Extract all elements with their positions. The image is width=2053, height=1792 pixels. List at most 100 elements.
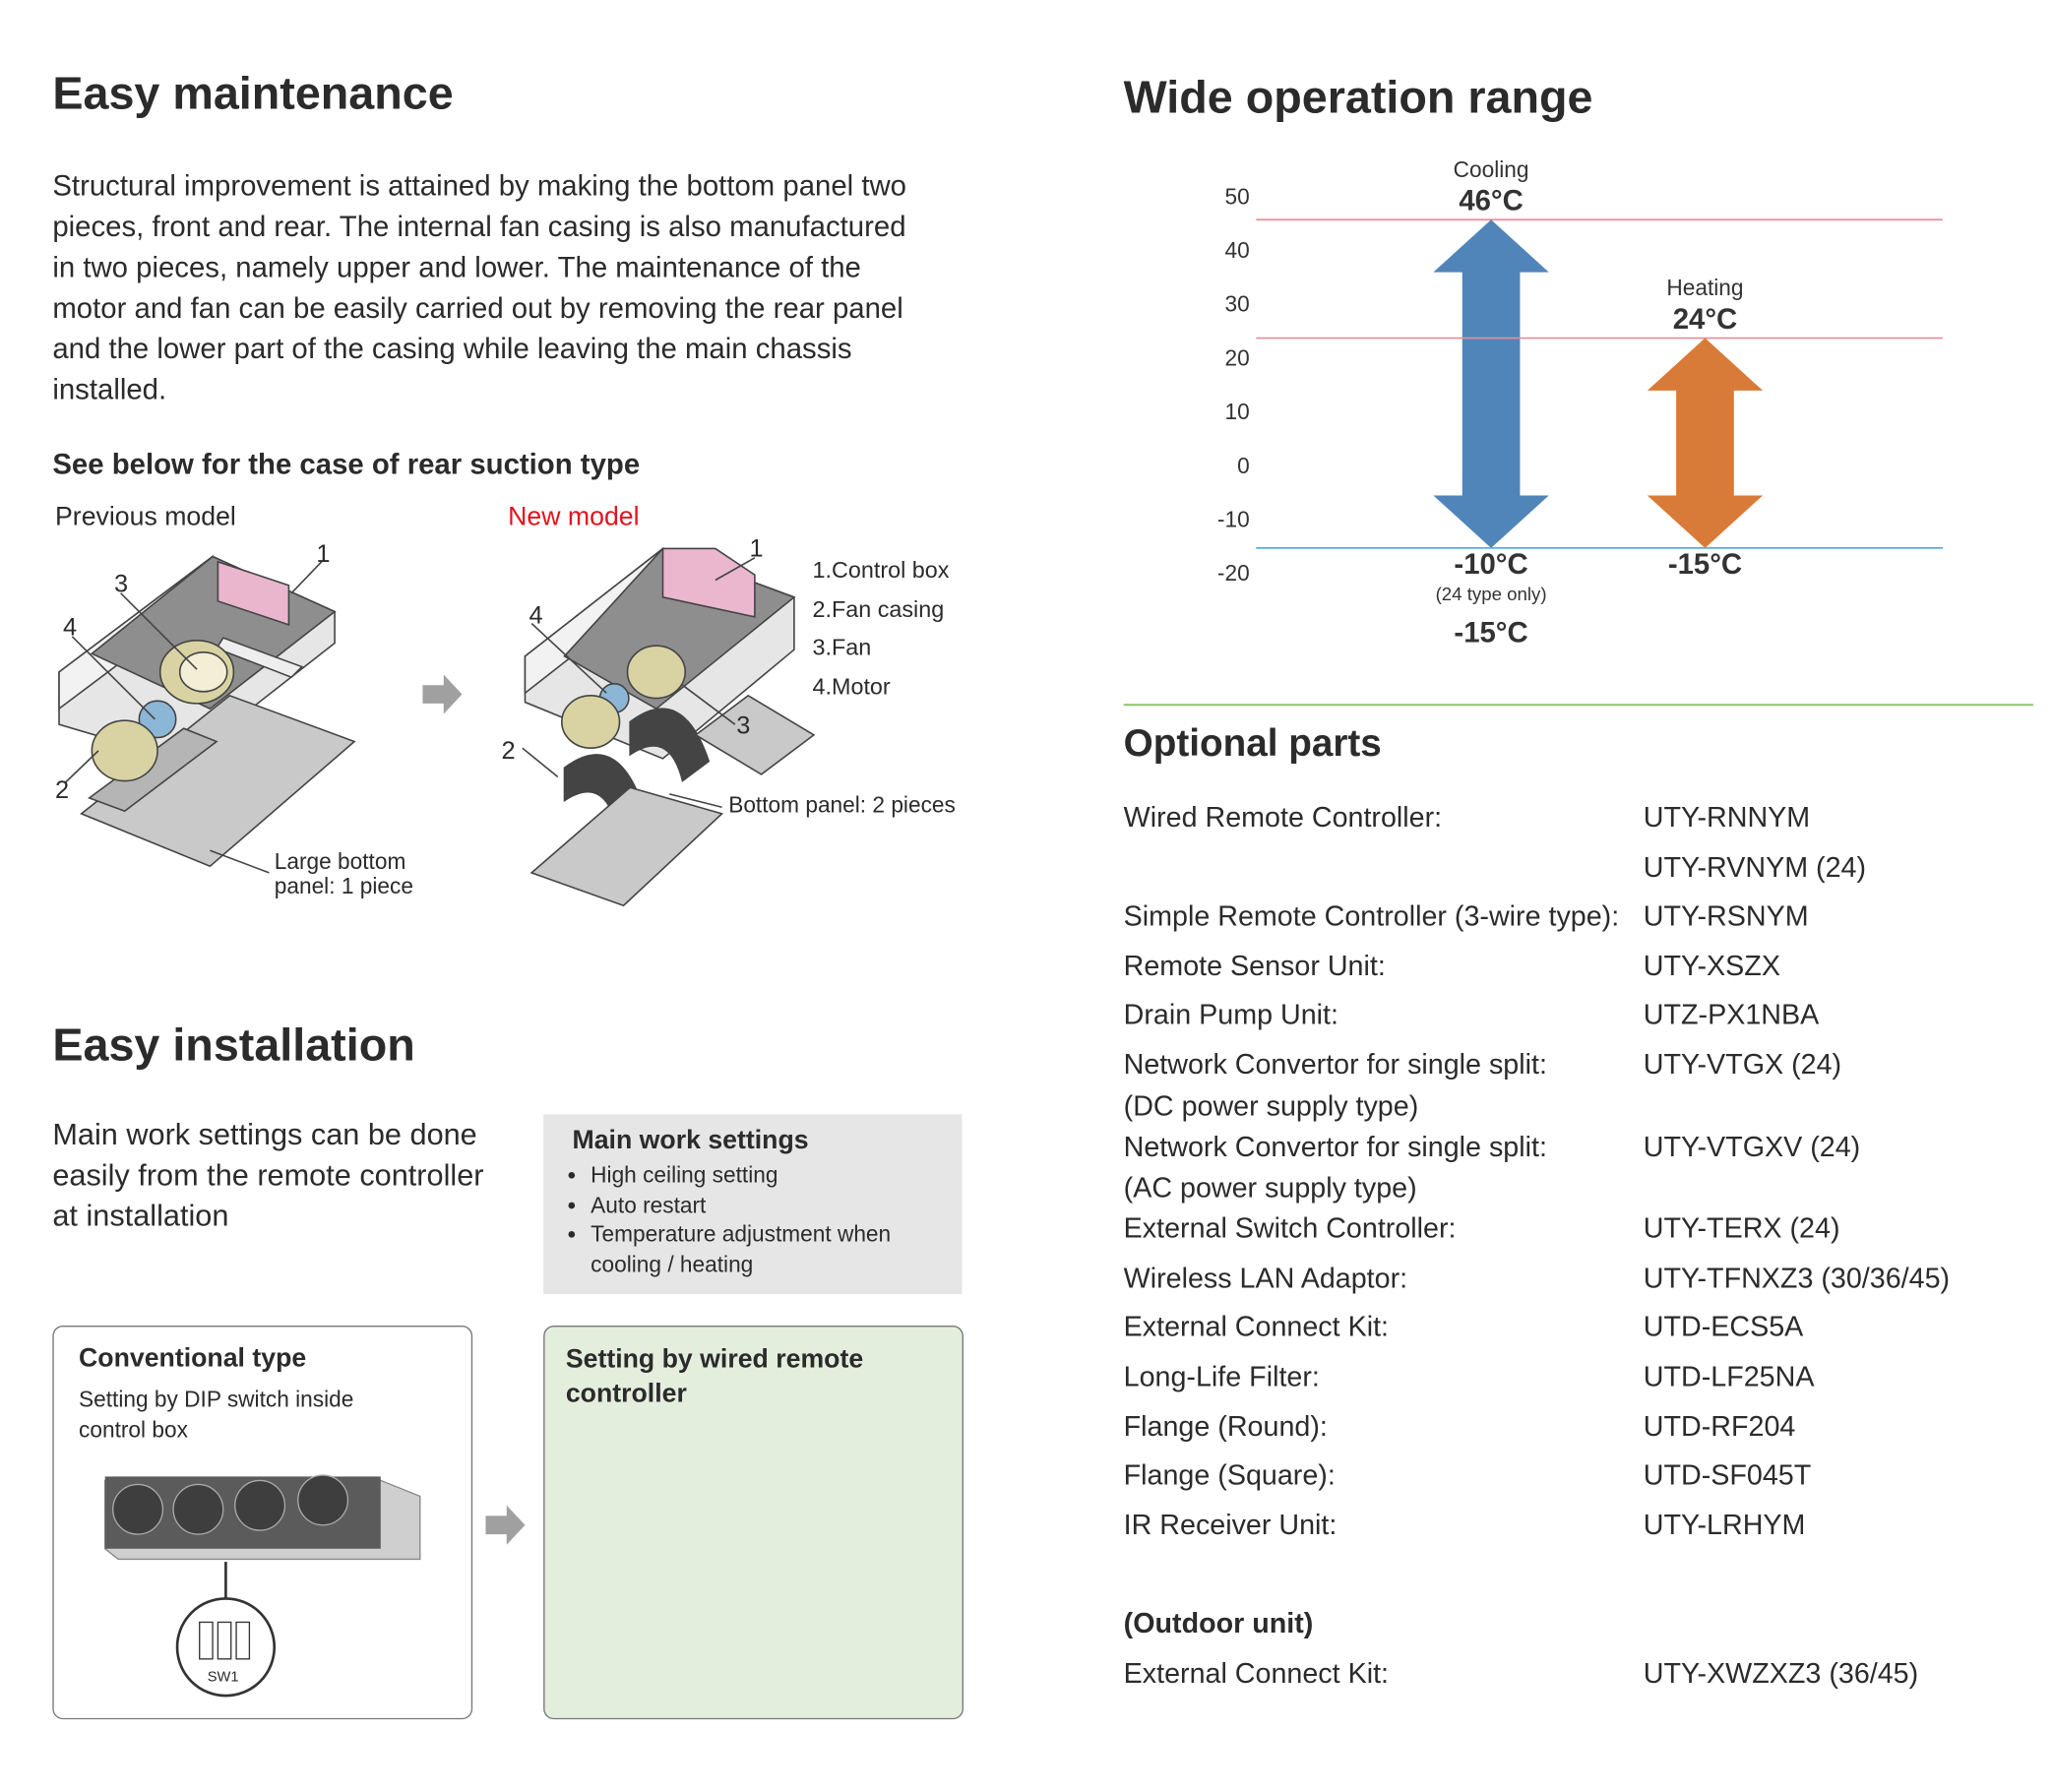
settings-box <box>543 1114 963 1295</box>
y-tick-label: -20 <box>1217 560 1250 586</box>
callout: 4 <box>529 602 543 631</box>
new-label: New model <box>508 502 640 532</box>
part-code: UTY-XWZXZ3 (36/45) <box>1643 1656 1919 1689</box>
part-row: Network Convertor for single split: UTY-V… <box>1124 1123 2043 1172</box>
subtitle: See below for the case of rear suction t… <box>52 447 641 481</box>
box-title: Conventional type <box>79 1343 307 1374</box>
max-label: 24°C <box>1673 303 1738 336</box>
part-code: UTD-ECS5A <box>1643 1311 1804 1343</box>
section-title: Wide operation range <box>1123 72 1593 124</box>
y-tick-label: 0 <box>1237 453 1250 478</box>
y-tick-label: 30 <box>1224 291 1249 317</box>
callout: 2 <box>55 776 70 805</box>
settings-title: Main work settings <box>572 1126 809 1155</box>
part-code: UTY-RSNYM <box>1643 900 1809 933</box>
part-row: External Switch Controller: UTY-TERX (24) <box>1124 1205 2043 1255</box>
min-label: -15°C <box>1668 548 1742 581</box>
part-name: Simple Remote Controller (3-wire type): <box>1123 900 1620 933</box>
part-code: UTY-RNNYM <box>1643 801 1811 834</box>
setting-item: High ceiling setting <box>591 1161 945 1191</box>
part-name: Remote Sensor Unit: <box>1123 950 1386 982</box>
range-chart: 50 40 30 20 10 0 -10 -20 Cooling 46°C -10°C (24 typ… <box>1217 156 1943 649</box>
callout: 4 <box>63 614 78 643</box>
y-tick-label: 20 <box>1224 344 1249 370</box>
part-name: External Connect Kit: <box>1123 1311 1390 1343</box>
part-note: (AC power supply type) <box>1123 1172 1417 1205</box>
ducted-unit-left <box>104 1474 421 1698</box>
part-row: Wireless LAN Adaptor: UTY-TFNXZ3 (30/36/4… <box>1124 1255 2043 1304</box>
part-row: Flange (Round): UTD-RF204 <box>1124 1402 2043 1452</box>
section-title: Optional parts <box>1123 722 1382 766</box>
part-row: Network Convertor for single split: UTY-V… <box>1124 1041 2043 1090</box>
range-arrow <box>1433 219 1549 548</box>
part-name: Long-Life Filter: <box>1123 1360 1320 1392</box>
previous-model-diagram <box>58 554 356 874</box>
part-code: UTY-XSZX <box>1643 950 1780 982</box>
min-note: (24 type only) <box>1436 584 1547 604</box>
setting-item: Auto restart <box>591 1191 945 1220</box>
part-code: UTY-VTGX (24) <box>1643 1048 1842 1081</box>
subheading: (Outdoor unit) <box>1123 1607 1314 1639</box>
max-label: 46°C <box>1459 185 1524 217</box>
new-model-diagram <box>522 546 816 907</box>
part-name: Flange (Round): <box>1123 1410 1328 1443</box>
part-row: External Connect Kit: UTY-XWZXZ3 (36/45) <box>1124 1649 2043 1699</box>
settings-list: High ceiling settingAuto restartTemperat… <box>572 1161 945 1279</box>
part-row: Wired Remote Controller: UTY-RNNYM <box>1124 794 2043 843</box>
callout: 3 <box>736 712 751 741</box>
remote-box <box>543 1326 964 1720</box>
dip-label: SW1 <box>207 1669 239 1686</box>
section-title: Easy maintenance <box>52 68 454 120</box>
legend-item: 1.Control box <box>812 556 950 584</box>
part-code: UTD-RF204 <box>1643 1410 1796 1443</box>
part-code: UTY-VTGXV (24) <box>1643 1131 1861 1163</box>
part-row: Remote Sensor Unit: UTY-XSZX <box>1124 942 2043 991</box>
legend-item: 2.Fan casing <box>812 595 945 622</box>
part-name: IR Receiver Unit: <box>1123 1509 1338 1541</box>
callout: 2 <box>501 737 516 766</box>
part-name: Network Convertor for single split: <box>1123 1131 1547 1163</box>
callout: 3 <box>114 571 129 599</box>
part-row: Simple Remote Controller (3-wire type): U… <box>1124 893 2043 942</box>
part-code: UTY-TFNXZ3 (30/36/45) <box>1643 1262 1951 1294</box>
part-note: (DC power supply type) <box>1123 1089 1419 1122</box>
part-name: Network Convertor for single split: <box>1123 1048 1547 1081</box>
box-text: Setting by DIP switch inside control box <box>79 1387 354 1443</box>
min-label: -15°C <box>1454 617 1527 649</box>
part-name: External Connect Kit: <box>1123 1656 1390 1689</box>
part-row: Drain Pump Unit: UTZ-PX1NBA <box>1124 991 2043 1040</box>
body-text: Main work settings can be done easily fr… <box>52 1116 484 1233</box>
y-tick-label: 10 <box>1224 399 1249 424</box>
section-title: Easy installation <box>52 1020 415 1072</box>
callout: 1 <box>316 540 331 569</box>
part-row: UTY-RVNYM (24) <box>1124 843 2043 893</box>
conventional-box <box>52 1326 473 1720</box>
callout: 1 <box>749 535 764 564</box>
arrow-icon <box>422 674 463 714</box>
y-tick-label: 40 <box>1224 237 1249 263</box>
part-code: UTZ-PX1NBA <box>1643 999 1820 1031</box>
y-tick-label: 50 <box>1224 183 1249 209</box>
parts-list: Wired Remote Controller: UTY-RNNYM UTY-RVN… <box>1124 794 2043 1699</box>
arrow-icon <box>485 1505 526 1545</box>
min-label: -10°C <box>1454 548 1527 581</box>
part-code: UTY-LRHYM <box>1643 1509 1806 1541</box>
previous-label: Previous model <box>55 502 236 532</box>
part-code: UTY-RVNYM (24) <box>1643 851 1867 884</box>
part-name <box>1124 843 1644 893</box>
part-name: External Switch Controller: <box>1123 1212 1457 1245</box>
part-row: External Connect Kit: UTD-ECS5A <box>1124 1304 2043 1353</box>
part-row: Flange (Square): UTD-SF045T <box>1124 1452 2043 1501</box>
part-name: Wired Remote Controller: <box>1123 801 1443 834</box>
part-name: Drain Pump Unit: <box>1123 999 1338 1031</box>
part-code: UTY-TERX (24) <box>1643 1212 1840 1245</box>
panel-label: Bottom panel: 2 pieces <box>728 792 956 818</box>
part-name: Wireless LAN Adaptor: <box>1123 1262 1408 1294</box>
setting-item: Temperature adjustment when cooling / he… <box>591 1220 945 1279</box>
part-code: UTD-SF045T <box>1643 1459 1812 1492</box>
part-row: Long-Life Filter: UTD-LF25NA <box>1124 1353 2043 1402</box>
part-row: IR Receiver Unit: UTY-LRHYM <box>1124 1501 2043 1550</box>
part-code: UTD-LF25NA <box>1643 1360 1815 1392</box>
